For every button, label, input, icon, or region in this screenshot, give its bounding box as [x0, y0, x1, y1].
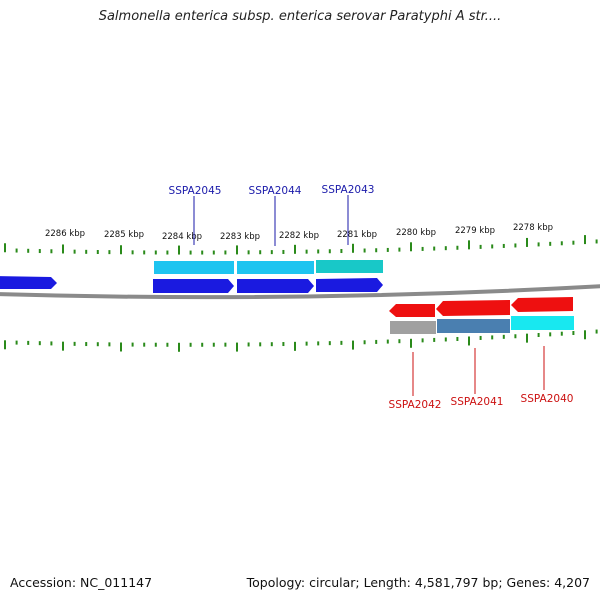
accession-label: Accession: NC_011147 [10, 575, 153, 590]
gene-label-lines [193, 195, 545, 396]
cds-bar [237, 261, 314, 274]
gene-label[interactable]: SSPA2040 [521, 393, 574, 405]
ruler-label: 2282 kbp [279, 231, 319, 241]
cds-bar [390, 321, 436, 334]
gene-arrow [0, 276, 57, 289]
gene-arrow-sspa2045 [153, 279, 234, 293]
ruler-label: 2284 kbp [162, 232, 202, 242]
ruler-labels: 2286 kbp 2285 kbp 2284 kbp 2283 kbp 2282 kbp… [45, 223, 553, 242]
cds-track-bottom [390, 316, 574, 334]
cds-bar [316, 260, 383, 273]
gene-arrow-sspa2041 [436, 300, 510, 316]
gene-arrow-sspa2040 [511, 297, 573, 312]
cds-bar [511, 316, 574, 330]
gene-label[interactable]: SSPA2041 [451, 396, 504, 408]
gene-label[interactable]: SSPA2043 [322, 184, 375, 196]
ruler-ticks-bottom [4, 329, 598, 352]
gene-label[interactable]: SSPA2045 [169, 185, 222, 197]
gene-label[interactable]: SSPA2044 [249, 185, 302, 197]
topology-label: Topology: circular; Length: 4,581,797 bp… [246, 575, 590, 590]
ruler-label: 2285 kbp [104, 230, 144, 240]
cds-bar [437, 319, 510, 333]
ruler-label: 2279 kbp [455, 226, 495, 236]
genome-title: Salmonella enterica subsp. enterica sero… [98, 9, 502, 24]
gene-arrow-sspa2044 [237, 279, 314, 293]
gene-labels: SSPA2045 SSPA2044 SSPA2043 SSPA2042 SSPA… [169, 184, 574, 411]
ruler-label: 2278 kbp [513, 223, 553, 233]
ruler-ticks-top [4, 235, 598, 255]
ruler-label: 2280 kbp [396, 228, 436, 238]
cds-bar [154, 261, 234, 274]
gene-label[interactable]: SSPA2042 [389, 399, 442, 411]
ruler-label: 2286 kbp [45, 229, 85, 239]
ruler-label: 2281 kbp [337, 230, 377, 240]
gene-track-reverse [389, 297, 573, 317]
gene-arrow-sspa2042 [389, 304, 435, 317]
cds-track-top [154, 260, 383, 274]
gene-arrow-sspa2043 [316, 278, 383, 292]
genome-backbone [0, 284, 600, 300]
ruler-label: 2283 kbp [220, 232, 260, 242]
gene-track-forward [0, 276, 383, 293]
